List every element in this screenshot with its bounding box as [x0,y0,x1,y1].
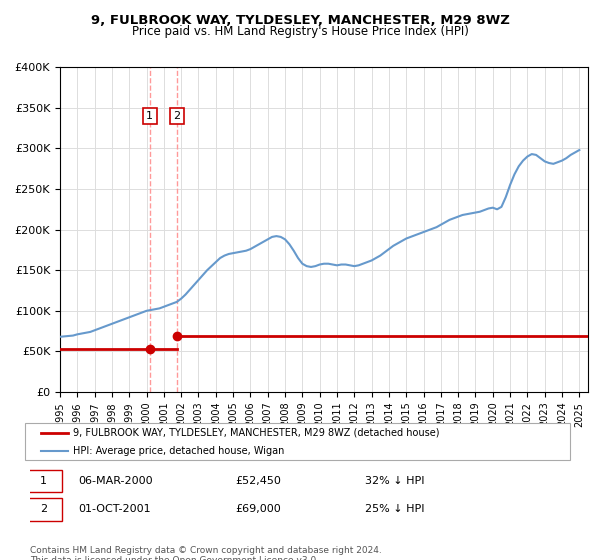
Text: 06-MAR-2000: 06-MAR-2000 [79,476,153,486]
Text: 9, FULBROOK WAY, TYLDESLEY, MANCHESTER, M29 8WZ (detached house): 9, FULBROOK WAY, TYLDESLEY, MANCHESTER, … [73,428,440,437]
FancyBboxPatch shape [25,423,570,460]
Text: HPI: Average price, detached house, Wigan: HPI: Average price, detached house, Wiga… [73,446,284,456]
Text: £52,450: £52,450 [235,476,281,486]
FancyBboxPatch shape [25,498,62,521]
Text: 2: 2 [40,504,47,514]
Text: Contains HM Land Registry data © Crown copyright and database right 2024.
This d: Contains HM Land Registry data © Crown c… [30,546,382,560]
FancyBboxPatch shape [25,469,62,492]
Text: 32% ↓ HPI: 32% ↓ HPI [365,476,424,486]
Text: 01-OCT-2001: 01-OCT-2001 [79,504,151,514]
Text: 9, FULBROOK WAY, TYLDESLEY, MANCHESTER, M29 8WZ: 9, FULBROOK WAY, TYLDESLEY, MANCHESTER, … [91,14,509,27]
Text: 1: 1 [40,476,47,486]
Text: 2: 2 [173,111,181,121]
Text: 25% ↓ HPI: 25% ↓ HPI [365,504,424,514]
Text: 1: 1 [146,111,153,121]
Text: £69,000: £69,000 [235,504,281,514]
Text: Price paid vs. HM Land Registry's House Price Index (HPI): Price paid vs. HM Land Registry's House … [131,25,469,38]
